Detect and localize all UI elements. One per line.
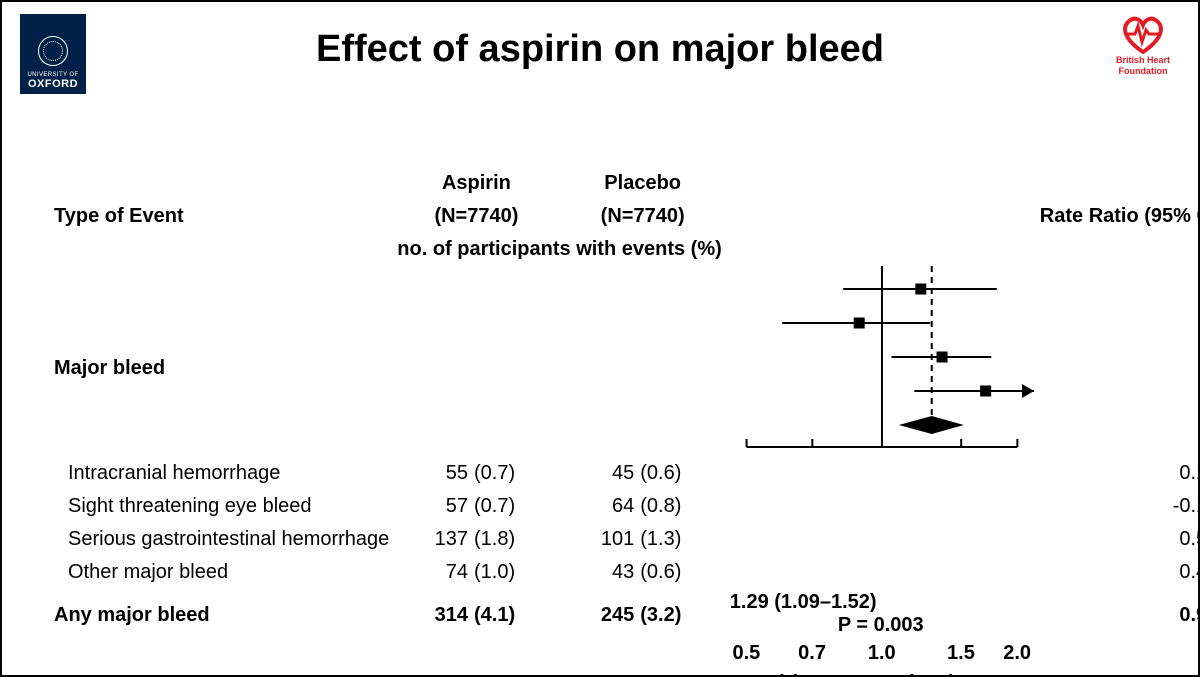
- row-a-p: (1.8): [470, 523, 560, 556]
- axis-tick-label: 1.0: [868, 642, 896, 665]
- summary-a-p: (4.1): [470, 589, 560, 642]
- oxford-crest-icon: [38, 36, 68, 66]
- axis-tick-label: 0.7: [798, 642, 826, 665]
- summary-a-n: 314: [393, 589, 470, 642]
- hdr-event: Type of Event: [50, 200, 393, 233]
- row-diff: -0.1: [1036, 490, 1200, 523]
- forest-table: Aspirin Placebo AbsoluteDifference (%) T…: [50, 167, 1200, 642]
- row-p-p: (0.6): [636, 556, 726, 589]
- table-row: Serious gastrointestinal hemorrhage137(1…: [50, 523, 1200, 556]
- heart-icon: [1119, 14, 1167, 54]
- axis-tick-label: 2.0: [1003, 642, 1031, 665]
- axis-left-label: Aspirin Better: [742, 672, 874, 677]
- bhf-logo: British Heart Foundation: [1114, 14, 1172, 76]
- axis-right-label: Placebo Better: [896, 672, 1036, 677]
- summary-rr-text: 1.29 (1.09–1.52): [730, 591, 1032, 614]
- row-label: Serious gastrointestinal hemorrhage: [50, 523, 393, 556]
- row-p-p: (0.8): [636, 490, 726, 523]
- table-row: Other major bleed74(1.0)43(0.6) 0.4: [50, 556, 1200, 589]
- slide: UNIVERSITY OF OXFORD British Heart Found…: [0, 0, 1200, 677]
- axis-area: 0.5 0.7 1.0 1.5 2.0 Aspirin Better Placebo Bet…: [50, 642, 1158, 677]
- hdr-units: no. of participants with events (%): [393, 233, 725, 266]
- summary-p-text: P = 0.003: [730, 614, 1032, 637]
- summary-diff: 0.9: [1036, 589, 1200, 642]
- row-p-p: (1.3): [636, 523, 726, 556]
- row-a-n: 57: [393, 490, 470, 523]
- hdr-aspirin-n: (N=7740): [393, 200, 559, 233]
- bhf-line2: Foundation: [1114, 67, 1172, 76]
- section-label: Major bleed: [50, 266, 393, 457]
- row-p-n: 45: [560, 457, 637, 490]
- summary-label: Any major bleed: [50, 589, 393, 642]
- hdr-rr: Rate Ratio (95% CI): [1036, 200, 1200, 233]
- row-a-p: (0.7): [470, 457, 560, 490]
- table-row: Sight threatening eye bleed57(0.7)64(0.8…: [50, 490, 1200, 523]
- forest-plot: Aspirin Placebo AbsoluteDifference (%) T…: [50, 167, 1158, 677]
- summary-p-n: 245: [560, 589, 637, 642]
- row-p-n: 43: [560, 556, 637, 589]
- axis-tick-label: 1.5: [947, 642, 975, 665]
- header-row-1: Aspirin Placebo AbsoluteDifference (%): [50, 167, 1200, 200]
- row-label: Other major bleed: [50, 556, 393, 589]
- row-a-n: 137: [393, 523, 470, 556]
- hdr-aspirin: Aspirin: [393, 167, 559, 200]
- page-title: Effect of aspirin on major bleed: [24, 28, 1176, 71]
- row-a-p: (1.0): [470, 556, 560, 589]
- row-label: Sight threatening eye bleed: [50, 490, 393, 523]
- bhf-line1: British Heart: [1114, 56, 1172, 65]
- row-diff: 0.5: [1036, 523, 1200, 556]
- row-a-p: (0.7): [470, 490, 560, 523]
- forest-svg: [726, 266, 1036, 451]
- hdr-placebo: Placebo: [560, 167, 726, 200]
- row-a-n: 55: [393, 457, 470, 490]
- row-a-n: 74: [393, 556, 470, 589]
- row-diff: 0.4: [1036, 556, 1200, 589]
- row-p-n: 64: [560, 490, 637, 523]
- axis-tick-label: 0.5: [732, 642, 760, 665]
- row-diff: 0.1: [1036, 457, 1200, 490]
- oxford-logo: UNIVERSITY OF OXFORD: [20, 14, 86, 94]
- section-row: Major bleed: [50, 266, 1200, 457]
- row-p-n: 101: [560, 523, 637, 556]
- row-label: Intracranial hemorrhage: [50, 457, 393, 490]
- oxford-line2: OXFORD: [28, 78, 78, 90]
- hdr-placebo-n: (N=7740): [560, 200, 726, 233]
- summary-p-p: (3.2): [636, 589, 726, 642]
- row-p-p: (0.6): [636, 457, 726, 490]
- table-row: Intracranial hemorrhage55(0.7)45(0.6) 0.1: [50, 457, 1200, 490]
- summary-row: Any major bleed 314 (4.1) 245 (3.2) 1.29…: [50, 589, 1200, 642]
